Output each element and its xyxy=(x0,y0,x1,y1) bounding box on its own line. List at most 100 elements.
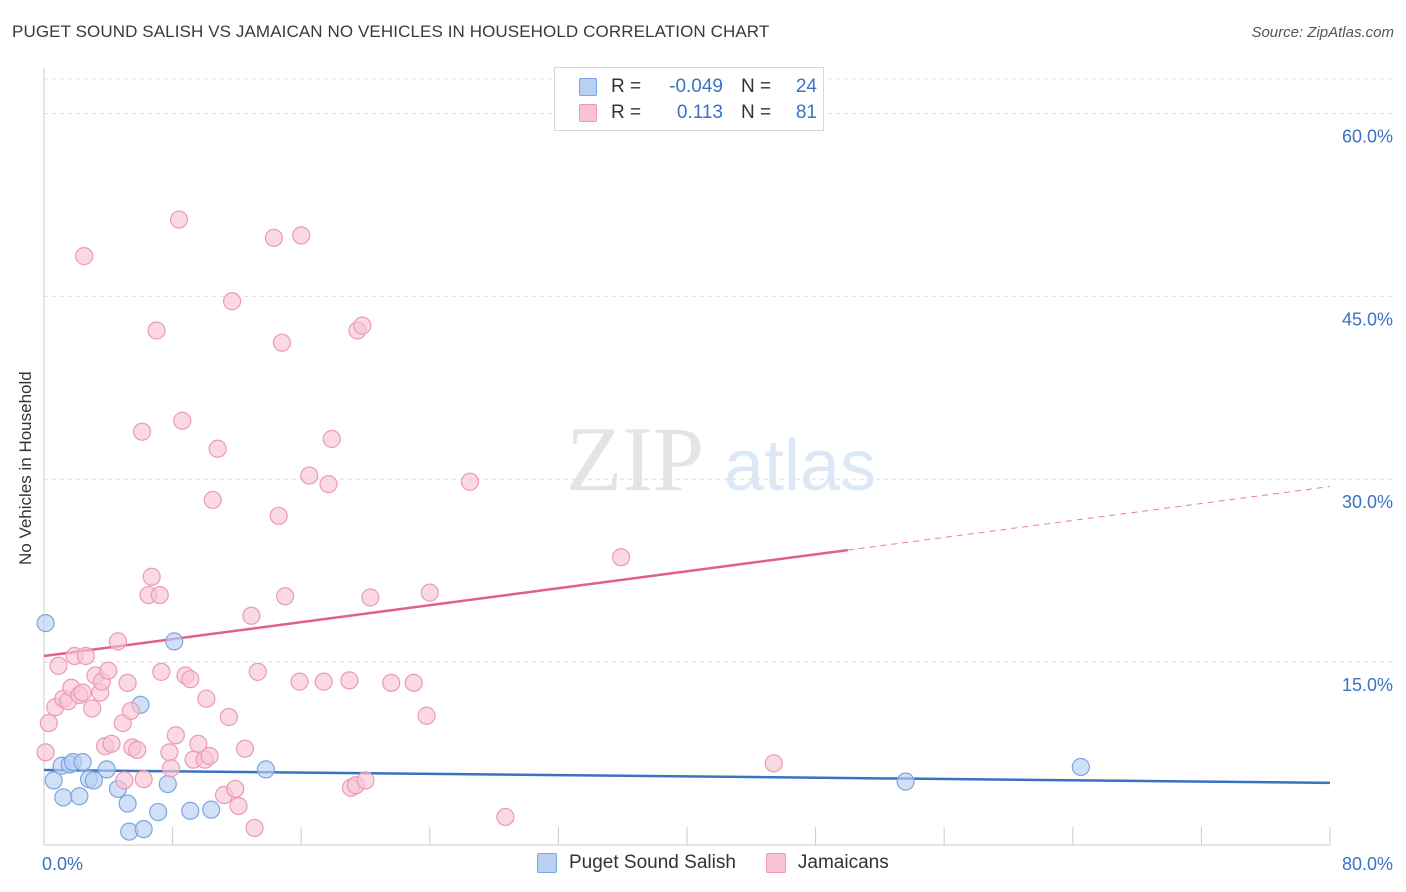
data-points xyxy=(36,210,1090,841)
point-1-50 xyxy=(226,779,245,799)
point-0-10 xyxy=(97,760,116,779)
point-1-57 xyxy=(269,506,288,525)
x-tick-label-min: 0.0% xyxy=(42,854,83,874)
point-1-64 xyxy=(319,475,338,494)
point-1-59 xyxy=(276,587,295,606)
y-axis-label: No Vehicles in Household xyxy=(16,371,35,565)
point-0-18 xyxy=(165,632,184,651)
point-1-58 xyxy=(272,333,292,352)
point-1-17 xyxy=(99,661,118,680)
legend-swatch-jamaicans xyxy=(579,104,597,122)
trend-lines xyxy=(43,486,1331,785)
point-0-23 xyxy=(1071,757,1090,777)
point-0-16 xyxy=(149,802,168,822)
point-1-71 xyxy=(356,771,375,790)
point-1-36 xyxy=(169,210,189,229)
point-1-49 xyxy=(222,292,242,311)
point-1-12 xyxy=(83,699,102,718)
point-1-56 xyxy=(264,228,283,247)
point-1-35 xyxy=(166,726,185,745)
point-0-1 xyxy=(44,771,63,790)
legend-n-value-salish: 24 xyxy=(795,76,817,97)
legend-row-jamaicans: R = 0.113 N = 81 xyxy=(579,100,817,126)
series-legend-salish: Puget Sound Salish xyxy=(537,852,736,874)
tick-labels: 15.0% 30.0% 45.0% 60.0% 0.0% 80.0% xyxy=(42,126,1393,874)
correlation-legend: R = -0.049 N = 24 R = 0.113 N = 81 xyxy=(554,67,824,131)
point-1-65 xyxy=(322,429,341,449)
y-tick-label-3: 60.0% xyxy=(1342,126,1393,146)
point-1-22 xyxy=(118,673,137,692)
point-0-7 xyxy=(73,752,92,772)
point-1-31 xyxy=(150,585,169,605)
legend-n-label: N = xyxy=(741,76,772,97)
point-1-10 xyxy=(75,247,94,266)
watermark: ZIP atlas xyxy=(566,408,876,510)
point-1-39 xyxy=(181,670,200,689)
series-swatch-salish xyxy=(537,853,557,873)
point-1-37 xyxy=(173,411,192,430)
point-1-3 xyxy=(49,656,68,675)
point-1-75 xyxy=(417,706,436,725)
point-0-6 xyxy=(70,787,89,806)
legend-n-label: N = xyxy=(741,102,772,123)
point-1-41 xyxy=(189,734,208,753)
point-1-19 xyxy=(108,632,128,651)
point-0-17 xyxy=(158,774,177,794)
y-tick-label-2: 45.0% xyxy=(1342,309,1393,329)
y-tick-label-0: 15.0% xyxy=(1342,675,1393,695)
legend-r-value-jamaicans: 0.113 xyxy=(676,102,723,123)
point-1-23 xyxy=(121,701,140,720)
point-1-61 xyxy=(292,226,311,245)
point-1-52 xyxy=(235,739,255,758)
point-0-14 xyxy=(134,820,153,839)
point-0-19 xyxy=(181,801,200,820)
point-1-27 xyxy=(134,770,153,789)
point-1-11 xyxy=(76,646,95,666)
point-1-30 xyxy=(147,321,166,340)
point-1-70 xyxy=(353,316,372,335)
point-1-26 xyxy=(132,422,152,441)
point-1-44 xyxy=(200,746,219,766)
series-swatch-jamaicans xyxy=(765,853,786,873)
point-1-46 xyxy=(208,439,227,458)
point-1-53 xyxy=(242,606,261,625)
point-1-1 xyxy=(39,713,58,733)
source-label: Source: ZipAtlas.com xyxy=(1251,24,1394,41)
point-1-55 xyxy=(248,662,267,681)
watermark-atlas: atlas xyxy=(724,426,876,506)
legend-r-label: R = xyxy=(611,102,642,123)
point-1-9 xyxy=(73,683,92,702)
point-1-21 xyxy=(115,771,134,790)
point-1-76 xyxy=(420,583,439,602)
trend-line-jamaicans-extension xyxy=(847,486,1331,551)
point-1-29 xyxy=(142,567,161,586)
legend-r-label: R = xyxy=(611,76,642,97)
point-1-34 xyxy=(161,759,181,778)
point-1-18 xyxy=(102,734,121,753)
trend-line-jamaicans xyxy=(43,548,848,658)
point-1-33 xyxy=(160,743,179,762)
legend-r-value-salish: -0.049 xyxy=(669,76,723,97)
legend-n-value-jamaicans: 81 xyxy=(795,102,817,123)
chart-title: PUGET SOUND SALISH VS JAMAICAN NO VEHICL… xyxy=(12,22,770,41)
point-1-60 xyxy=(290,672,309,691)
point-1-63 xyxy=(314,672,333,691)
point-1-72 xyxy=(361,588,380,607)
point-1-32 xyxy=(152,662,171,681)
series-label-salish: Puget Sound Salish xyxy=(569,852,736,873)
point-1-79 xyxy=(611,548,631,567)
point-0-3 xyxy=(54,788,73,807)
point-1-43 xyxy=(197,689,216,708)
grid-lines xyxy=(44,78,1392,663)
point-1-54 xyxy=(245,818,264,838)
point-1-45 xyxy=(203,490,222,510)
point-1-74 xyxy=(404,673,423,692)
series-legend: Puget Sound Salish Jamaicans xyxy=(537,852,919,874)
point-0-22 xyxy=(896,772,915,791)
x-tick-label-max: 80.0% xyxy=(1342,854,1393,874)
point-0-9 xyxy=(84,771,103,790)
point-1-25 xyxy=(128,740,147,760)
point-1-77 xyxy=(460,472,480,491)
point-1-62 xyxy=(300,466,319,485)
